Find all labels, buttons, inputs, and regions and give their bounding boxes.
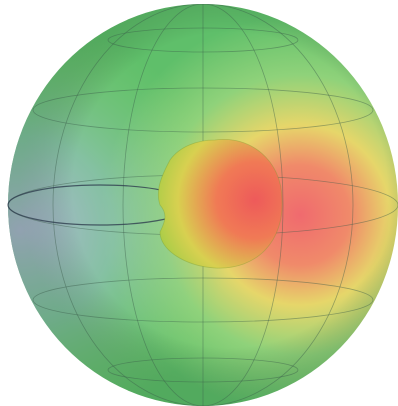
meridian — [52, 4, 354, 406]
parallel — [107, 357, 299, 383]
parallel — [107, 27, 299, 53]
parallel — [32, 87, 374, 133]
parallel — [32, 277, 374, 323]
radiation-lobe — [157, 138, 283, 269]
meridian — [122, 4, 284, 406]
